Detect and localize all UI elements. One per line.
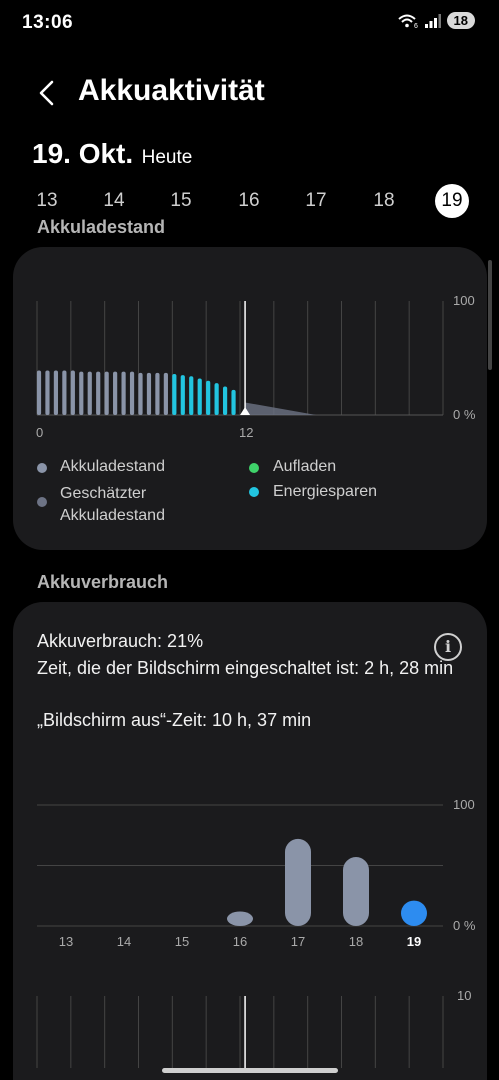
usage-y-tick-0: 0 % bbox=[453, 918, 476, 933]
battery-level-bar bbox=[214, 383, 219, 415]
day-tab-17[interactable]: 17 bbox=[305, 190, 327, 211]
usage-bar-19 bbox=[401, 900, 427, 926]
battery-level-bar bbox=[197, 378, 202, 415]
wifi-icon: 6 bbox=[397, 14, 418, 29]
legend-dot-charging bbox=[249, 463, 259, 473]
battery-level-bar bbox=[155, 372, 160, 415]
legend-dot-power-saving bbox=[249, 487, 259, 497]
battery-level-bar bbox=[45, 370, 50, 415]
hourly-usage-chart-partial: 10 bbox=[36, 988, 471, 1068]
day-selector: 13 14 15 16 17 18 19 bbox=[0, 182, 499, 220]
day-tab-19[interactable]: 19 bbox=[435, 184, 469, 218]
usage-percent-text: Akkuverbrauch: 21% bbox=[37, 631, 204, 651]
day-tab-13[interactable]: 13 bbox=[36, 190, 58, 211]
usage-y-tick-100: 100 bbox=[453, 797, 475, 812]
legend-charging: Aufladen bbox=[273, 458, 337, 475]
day-tab-16[interactable]: 16 bbox=[238, 190, 260, 211]
date-label: 19. Okt. bbox=[32, 138, 134, 169]
usage-bar-18 bbox=[343, 857, 369, 926]
battery-level-bar bbox=[180, 375, 185, 415]
estimated-level-area bbox=[245, 402, 317, 415]
battery-level-bar bbox=[129, 371, 135, 415]
x-tick-0: 0 bbox=[36, 425, 43, 440]
battery-level-bar bbox=[172, 373, 177, 415]
battery-level-bar bbox=[70, 370, 75, 415]
usage-chart: 100 0 % 13 14 15 16 17 18 19 bbox=[37, 797, 476, 949]
battery-badge: 18 bbox=[446, 12, 475, 29]
battery-level-bar bbox=[189, 376, 194, 415]
usage-x-tick-13: 13 bbox=[59, 934, 73, 949]
battery-level-bar bbox=[206, 380, 211, 415]
battery-level-bar bbox=[146, 372, 152, 415]
date-heading: 19. Okt. Heute bbox=[32, 138, 192, 170]
scrollbar[interactable] bbox=[487, 260, 493, 410]
svg-text:6: 6 bbox=[414, 23, 418, 29]
battery-level-bar bbox=[62, 370, 67, 415]
legend-estimated: Geschätzter Akkuladestand bbox=[60, 485, 165, 524]
battery-level-bar bbox=[79, 371, 84, 415]
battery-level-bar bbox=[121, 371, 126, 415]
battery-level-chart: 100 0 % 0 12 bbox=[36, 293, 476, 440]
current-time-pointer bbox=[240, 407, 251, 415]
header: Akkuaktivität bbox=[0, 70, 499, 116]
usage-x-tick-16: 16 bbox=[233, 934, 247, 949]
x-tick-12: 12 bbox=[239, 425, 253, 440]
y-tick-0: 0 % bbox=[453, 407, 476, 422]
battery-level-bar bbox=[138, 372, 143, 415]
status-bar: 13:06 6 18 bbox=[0, 0, 499, 46]
usage-bar-16 bbox=[227, 911, 253, 926]
battery-level-bar bbox=[87, 371, 92, 415]
status-time: 13:06 bbox=[22, 12, 74, 33]
hourly-y-tick-10: 10 bbox=[457, 988, 471, 1003]
screen-off-time-text: „Bildschirm aus“-Zeit: 10 h, 37 min bbox=[37, 710, 312, 730]
date-today-label: Heute bbox=[141, 147, 193, 168]
usage-x-tick-17: 17 bbox=[291, 934, 305, 949]
usage-card: Akkuverbrauch: 21% Zeit, die der Bildsch… bbox=[13, 602, 487, 1080]
legend-power-saving: Energiesparen bbox=[273, 483, 378, 500]
battery-level-bar bbox=[96, 371, 101, 415]
y-tick-100: 100 bbox=[453, 293, 475, 308]
battery-level-bar bbox=[222, 386, 228, 415]
battery-level-bar bbox=[113, 371, 118, 415]
status-icons: 6 18 bbox=[397, 12, 475, 29]
legend-battery-level: Akkuladestand bbox=[60, 458, 165, 475]
battery-level-bar bbox=[53, 370, 59, 415]
info-icon[interactable]: i bbox=[434, 633, 462, 661]
chevron-left-icon[interactable] bbox=[34, 78, 60, 108]
day-tab-14[interactable]: 14 bbox=[103, 190, 125, 211]
usage-x-tick-18: 18 bbox=[349, 934, 363, 949]
usage-x-tick-15: 15 bbox=[175, 934, 189, 949]
battery-level-bar bbox=[104, 371, 109, 415]
legend-dot-estimated bbox=[37, 497, 47, 507]
day-tab-15[interactable]: 15 bbox=[170, 190, 192, 211]
usage-x-tick-19: 19 bbox=[407, 934, 421, 949]
usage-bar-17 bbox=[285, 838, 311, 926]
usage-section-label: Akkuverbrauch bbox=[37, 572, 169, 592]
screen-on-time-text: Zeit, die der Bildschirm eingeschaltet i… bbox=[37, 658, 454, 678]
legend-dot-battery-level bbox=[37, 463, 47, 473]
page-title: Akkuaktivität bbox=[78, 74, 265, 107]
signal-icon bbox=[424, 13, 441, 28]
battery-level-section-label: Akkuladestand bbox=[37, 217, 166, 237]
battery-level-bar bbox=[231, 389, 236, 415]
home-indicator[interactable] bbox=[162, 1068, 338, 1073]
usage-x-tick-14: 14 bbox=[117, 934, 131, 949]
battery-level-bar bbox=[36, 370, 42, 415]
battery-level-card: 100 0 % 0 12 Akkuladestand Geschätzter A… bbox=[13, 247, 487, 550]
day-tab-18[interactable]: 18 bbox=[373, 190, 395, 211]
battery-level-bar bbox=[163, 372, 168, 415]
